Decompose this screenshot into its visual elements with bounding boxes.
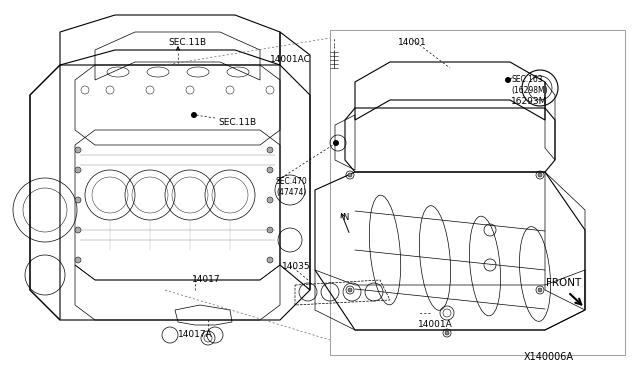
Circle shape [267, 147, 273, 153]
Text: 14001AC: 14001AC [270, 55, 311, 64]
Text: SEC.11B: SEC.11B [218, 118, 256, 127]
Circle shape [538, 173, 542, 177]
Text: 14001A: 14001A [418, 320, 452, 329]
Text: X140006A: X140006A [524, 352, 574, 362]
Circle shape [75, 227, 81, 233]
Text: 16293M: 16293M [511, 97, 547, 106]
Circle shape [267, 167, 273, 173]
Text: 14017: 14017 [192, 275, 221, 284]
Text: (16298M): (16298M) [511, 86, 548, 95]
Text: 14001: 14001 [398, 38, 427, 47]
Text: N: N [342, 214, 348, 222]
Circle shape [267, 257, 273, 263]
Text: (47474): (47474) [276, 188, 307, 197]
Circle shape [348, 288, 352, 292]
Text: FRONT: FRONT [546, 278, 581, 288]
Circle shape [445, 331, 449, 335]
Text: 14035: 14035 [282, 262, 310, 271]
Circle shape [75, 167, 81, 173]
Circle shape [75, 197, 81, 203]
Circle shape [505, 77, 511, 83]
Circle shape [267, 197, 273, 203]
Text: SEC.470: SEC.470 [276, 177, 308, 186]
Text: 14017A: 14017A [178, 330, 212, 339]
Circle shape [191, 112, 197, 118]
Circle shape [75, 257, 81, 263]
Circle shape [267, 227, 273, 233]
Circle shape [75, 147, 81, 153]
Text: SEC.163: SEC.163 [511, 75, 543, 84]
Text: SEC.11B: SEC.11B [168, 38, 206, 47]
Circle shape [538, 288, 542, 292]
Circle shape [333, 140, 339, 146]
Circle shape [348, 173, 352, 177]
